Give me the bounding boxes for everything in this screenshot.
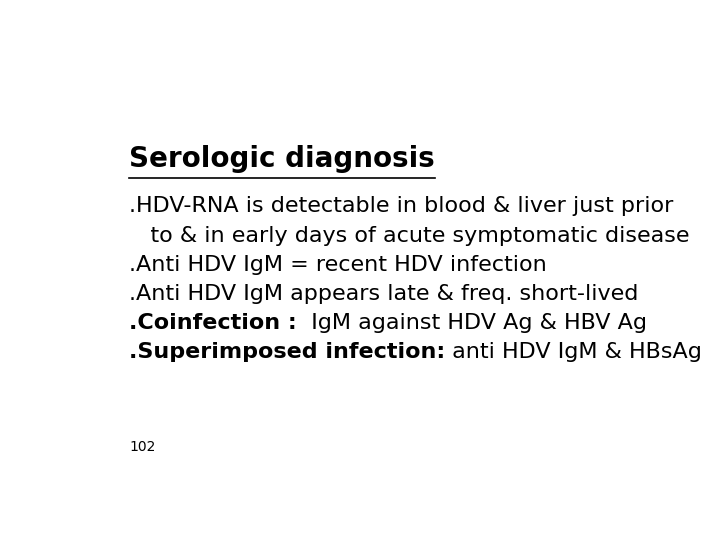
Text: IgM against HDV Ag & HBV Ag: IgM against HDV Ag & HBV Ag (297, 313, 647, 333)
Text: to & in early days of acute symptomatic disease: to & in early days of acute symptomatic … (129, 226, 690, 246)
Text: 102: 102 (129, 441, 156, 455)
Text: .Superimposed infection:: .Superimposed infection: (129, 342, 445, 362)
Text: .Anti HDV IgM appears late & freq. short-lived: .Anti HDV IgM appears late & freq. short… (129, 284, 639, 303)
Text: .HDV-RNA is detectable in blood & liver just prior: .HDV-RNA is detectable in blood & liver … (129, 197, 673, 217)
Text: Serologic diagnosis: Serologic diagnosis (129, 145, 435, 173)
Text: .Coinfection :: .Coinfection : (129, 313, 297, 333)
Text: anti HDV IgM & HBsAg: anti HDV IgM & HBsAg (445, 342, 702, 362)
Text: .Anti HDV IgM = recent HDV infection: .Anti HDV IgM = recent HDV infection (129, 255, 546, 275)
